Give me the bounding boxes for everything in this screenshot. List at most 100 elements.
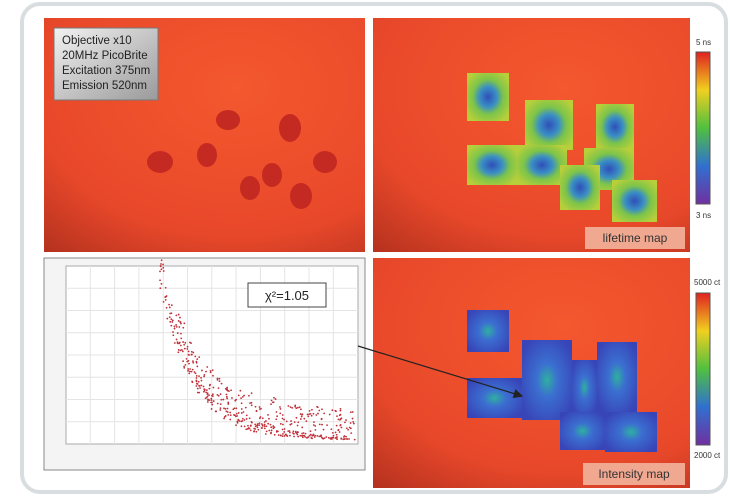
decay-dot (196, 381, 198, 383)
decay-dot (279, 406, 281, 408)
decay-dot (240, 397, 242, 399)
decay-dot (336, 434, 338, 436)
decay-dot (212, 395, 214, 397)
decay-dot (340, 438, 342, 440)
decay-dot (341, 427, 343, 429)
decay-dot (282, 433, 284, 435)
decay-dot (227, 401, 229, 403)
decay-dot (256, 410, 258, 412)
decay-dot (182, 351, 184, 353)
decay-dot (236, 421, 238, 423)
decay-dot (170, 318, 172, 320)
decay-dot (265, 433, 267, 435)
decay-dot (275, 398, 277, 400)
figure: Objective x10 20MHz PicoBrite Excitation… (0, 0, 730, 496)
decay-dot (203, 374, 205, 376)
decay-dot (344, 421, 346, 423)
decay-dot (255, 406, 257, 408)
decay-dot (343, 436, 345, 438)
decay-dot (197, 388, 199, 390)
decay-dot (177, 341, 179, 343)
decay-dot (318, 410, 320, 412)
decay-dot (186, 361, 188, 363)
decay-dot (177, 351, 179, 353)
decay-dot (267, 414, 269, 416)
decay-dot (297, 407, 299, 409)
decay-dot (341, 417, 343, 419)
decay-dot (321, 408, 323, 410)
decay-dot (301, 416, 303, 418)
decay-dot (172, 331, 174, 333)
decay-dot (207, 401, 209, 403)
decay-dot (159, 279, 161, 281)
decay-dot (333, 435, 335, 437)
info-line: 20MHz PicoBrite (62, 50, 148, 62)
decay-dot (174, 328, 176, 330)
decay-dot (282, 418, 284, 420)
decay-dot (310, 413, 312, 415)
decay-dot (231, 397, 233, 399)
decay-dot (212, 369, 214, 371)
decay-dot (311, 409, 313, 411)
decay-dot (339, 419, 341, 421)
decay-dot (168, 304, 170, 306)
decay-dot (286, 420, 288, 422)
decay-dot (262, 417, 264, 419)
decay-dot (228, 390, 230, 392)
decay-dot (180, 323, 182, 325)
decay-dot (165, 299, 167, 301)
decay-dot (199, 385, 201, 387)
decay-dot (291, 407, 293, 409)
decay-dot (196, 377, 198, 379)
decay-dot (339, 425, 341, 427)
decay-dot (201, 380, 203, 382)
decay-dot (303, 435, 305, 437)
decay-dot (227, 411, 229, 413)
decay-dot (212, 375, 214, 377)
decay-dot (227, 408, 229, 410)
decay-dot (218, 387, 220, 389)
decay-dot (174, 342, 176, 344)
decay-dot (344, 438, 346, 440)
decay-dot (235, 407, 237, 409)
decay-dot (350, 411, 352, 413)
decay-dot (346, 427, 348, 429)
decay-dot (215, 410, 217, 412)
decay-dot (165, 287, 167, 289)
decay-dot (185, 364, 187, 366)
decay-dot (205, 371, 207, 373)
decay-dot (208, 388, 210, 390)
decay-dot (309, 435, 311, 437)
decay-dot (261, 427, 263, 429)
decay-dot (265, 420, 267, 422)
decay-dot (273, 397, 275, 399)
decay-dot (276, 411, 278, 413)
decay-dot (219, 409, 221, 411)
decay-dot (319, 423, 321, 425)
decay-dot (192, 369, 194, 371)
decay-dot (332, 437, 334, 439)
decay-dot (245, 428, 247, 430)
decay-dot (285, 434, 287, 436)
decay-dot (191, 351, 193, 353)
decay-dot (229, 412, 231, 414)
decay-dot (196, 366, 198, 368)
decay-dot (206, 366, 208, 368)
decay-dot (289, 435, 291, 437)
decay-dot (326, 424, 328, 426)
decay-dot (186, 358, 188, 360)
decay-dot (317, 413, 319, 415)
decay-dot (272, 425, 274, 427)
decay-dot (301, 433, 303, 435)
decay-dot (280, 423, 282, 425)
decay-dot (196, 358, 198, 360)
decay-dot (346, 438, 348, 440)
decay-dot (191, 371, 193, 373)
decay-dot (178, 314, 180, 316)
decay-dot (323, 429, 325, 431)
panel-label: lifetime map (603, 231, 668, 245)
decay-dot (315, 429, 317, 431)
decay-dot (257, 426, 259, 428)
decay-dot (334, 437, 336, 439)
decay-dot (345, 436, 347, 438)
